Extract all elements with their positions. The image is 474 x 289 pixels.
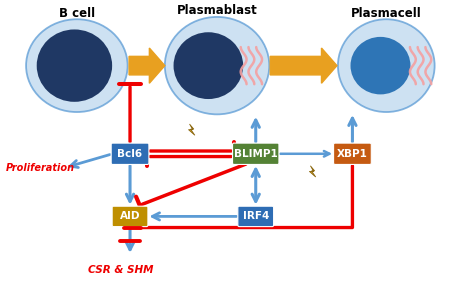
Text: CSR & SHM: CSR & SHM: [88, 265, 153, 275]
FancyArrow shape: [129, 48, 165, 83]
Text: BLIMP1: BLIMP1: [234, 149, 278, 159]
Text: Plasmacell: Plasmacell: [351, 7, 422, 20]
FancyBboxPatch shape: [111, 143, 149, 164]
Circle shape: [173, 32, 243, 99]
Text: B cell: B cell: [59, 7, 95, 20]
Ellipse shape: [165, 17, 269, 114]
Ellipse shape: [338, 19, 435, 112]
Text: IRF4: IRF4: [243, 211, 269, 221]
Polygon shape: [310, 166, 316, 177]
FancyBboxPatch shape: [334, 143, 371, 164]
Ellipse shape: [26, 19, 128, 112]
FancyArrow shape: [270, 48, 337, 83]
FancyBboxPatch shape: [238, 206, 273, 227]
Text: Plasmablast: Plasmablast: [177, 4, 257, 17]
Circle shape: [350, 37, 410, 95]
FancyBboxPatch shape: [112, 206, 148, 227]
Text: AID: AID: [120, 211, 140, 221]
Polygon shape: [189, 124, 195, 135]
Circle shape: [36, 29, 112, 102]
Text: XBP1: XBP1: [337, 149, 368, 159]
Text: Proliferation: Proliferation: [6, 163, 75, 173]
FancyBboxPatch shape: [233, 143, 279, 164]
Text: Bcl6: Bcl6: [118, 149, 143, 159]
